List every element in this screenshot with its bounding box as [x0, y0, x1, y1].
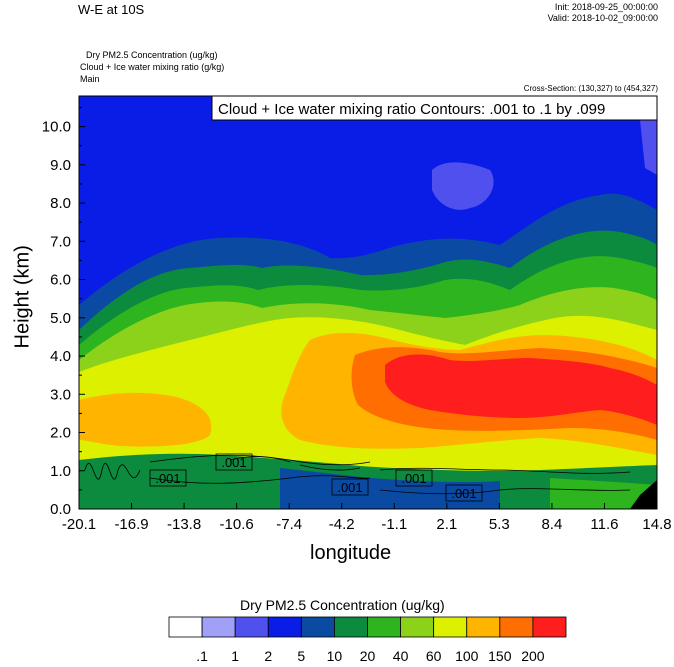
- plot-frame: [78, 95, 658, 510]
- x-tick-label: 11.6: [590, 516, 618, 533]
- concentration-field: [79, 96, 657, 509]
- colorbar-label: 60: [426, 648, 442, 664]
- contour-label: .001: [155, 471, 180, 486]
- x-tick-label: 8.4: [541, 516, 562, 533]
- x-tick-label: -13.8: [167, 516, 201, 533]
- field-label-cloud: Cloud + Ice water mixing ratio (g/kg): [80, 62, 225, 72]
- contour-label-box: [149, 469, 187, 487]
- field-patch-2: [640, 115, 657, 175]
- colorbar-label: 200: [521, 648, 545, 664]
- colorbar-label: 1: [231, 648, 239, 664]
- colorbar-label: 20: [360, 648, 376, 664]
- init-time: Init: 2018-09-25_00:00:00: [554, 2, 658, 12]
- y-tick-label: 5.0: [50, 310, 71, 327]
- colorbar-swatch: [400, 616, 435, 638]
- colorbar-swatch: [234, 616, 269, 638]
- x-tick-label: -1.1: [381, 516, 407, 533]
- colorbar-swatch: [300, 616, 335, 638]
- y-tick-label: 3.0: [50, 386, 71, 403]
- x-tick-label: 2.1: [436, 516, 457, 533]
- colorbar-swatch: [201, 616, 236, 638]
- contour-line-2: [149, 454, 371, 466]
- x-axis: -20.1 -16.9 -13.8 -10.6 -7.4 -4.2 -1.1 2.1 5.3 8.…: [62, 503, 672, 533]
- colorbar-label: 100: [455, 648, 479, 664]
- colorbar-swatch: [367, 616, 401, 638]
- x-tick-label: -10.6: [220, 516, 254, 533]
- contour-line-1: [84, 462, 141, 480]
- colorbar-label: 10: [327, 648, 343, 664]
- colorbar-label: 5: [297, 648, 305, 664]
- colorbar-swatch: [168, 616, 203, 638]
- field-surface-blue: [280, 468, 500, 509]
- y-tick-label: 2.0: [50, 425, 71, 442]
- x-tick-label: 14.8: [642, 516, 671, 533]
- colorbar-swatch: [334, 616, 368, 638]
- y-tick-label: 0.0: [50, 501, 71, 518]
- contour-label-box: [395, 469, 433, 487]
- y-tick-label: 4.0: [50, 348, 71, 365]
- x-tick-label: -20.1: [62, 516, 96, 533]
- contour-line-4: [379, 467, 631, 474]
- contour-label-group: .001 .001 .001 .001 .001: [149, 453, 483, 502]
- field-terrain: [630, 480, 657, 509]
- cloud-contours: [84, 454, 631, 495]
- cross-section-label: Cross-Section: (130,327) to (454,327): [523, 84, 658, 93]
- colorbar-title: Dry PM2.5 Concentration (ug/kg): [240, 597, 445, 613]
- contour-label: .001: [337, 480, 362, 495]
- colorbar-label: 40: [393, 648, 409, 664]
- field-patch-2b: [432, 162, 494, 210]
- y-tick-label: 8.0: [50, 195, 71, 212]
- contour-info-text: Cloud + Ice water mixing ratio Contours:…: [218, 101, 605, 118]
- y-tick-label: 9.0: [50, 157, 71, 174]
- y-tick-label: 10.0: [42, 119, 71, 136]
- x-tick-label: -4.2: [329, 516, 355, 533]
- contour-label: .001: [221, 455, 246, 470]
- x-tick-label: -16.9: [114, 516, 148, 533]
- field-label-main: Main: [80, 74, 100, 84]
- field-patch-150-west: [79, 392, 212, 447]
- y-tick-label: 6.0: [50, 272, 71, 289]
- y-tick-label: 1.0: [50, 463, 71, 480]
- contour-label-box: [445, 484, 483, 502]
- colorbar-label: 150: [488, 648, 512, 664]
- colorbar: .1 1 2 5 10 20 40 60 100 150 200: [168, 616, 567, 664]
- x-tick-label: 5.3: [489, 516, 510, 533]
- contour-line-5: [379, 488, 631, 495]
- colorbar-swatch: [466, 616, 501, 638]
- y-axis: 0.0 1.0 2.0 3.0 4.0 5.0 6.0 7.0 8.0 9.0 10.0: [42, 106, 85, 518]
- contour-line-3: [149, 475, 371, 484]
- colorbar-swatch: [499, 616, 534, 638]
- field-label-pm25: Dry PM2.5 Concentration (ug/kg): [86, 50, 218, 60]
- field-band-max: [385, 354, 657, 425]
- colorbar-swatch: [433, 616, 468, 638]
- y-axis-title: Height (km): [11, 245, 34, 349]
- contour-line-6: [229, 456, 361, 471]
- contour-label: .001: [401, 471, 426, 486]
- colorbar-label: 2: [264, 648, 272, 664]
- y-tick-label: 7.0: [50, 233, 71, 250]
- valid-time: Valid: 2018-10-02_09:00:00: [547, 13, 658, 23]
- x-axis-title: longitude: [310, 542, 392, 564]
- colorbar-swatch: [532, 616, 567, 638]
- colorbar-label: .1: [196, 648, 208, 664]
- colorbar-swatch: [267, 616, 302, 638]
- x-tick-label: -7.4: [276, 516, 302, 533]
- field-surface-green-east: [550, 478, 657, 509]
- contour-label-box: [215, 453, 253, 471]
- contour-label: .001: [451, 486, 476, 501]
- plot-title: W-E at 10S: [78, 2, 145, 17]
- contour-label-box: [331, 478, 369, 496]
